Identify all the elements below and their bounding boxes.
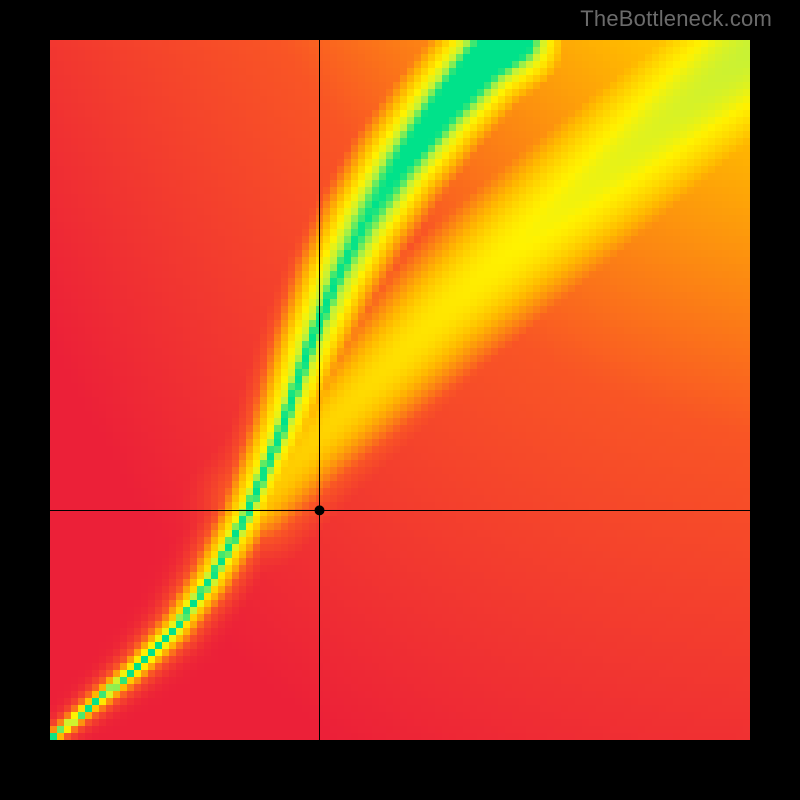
figure-frame: TheBottleneck.com (0, 0, 800, 800)
heatmap-plot (50, 40, 750, 740)
heatmap-canvas (50, 40, 750, 740)
attribution-label: TheBottleneck.com (580, 6, 772, 32)
